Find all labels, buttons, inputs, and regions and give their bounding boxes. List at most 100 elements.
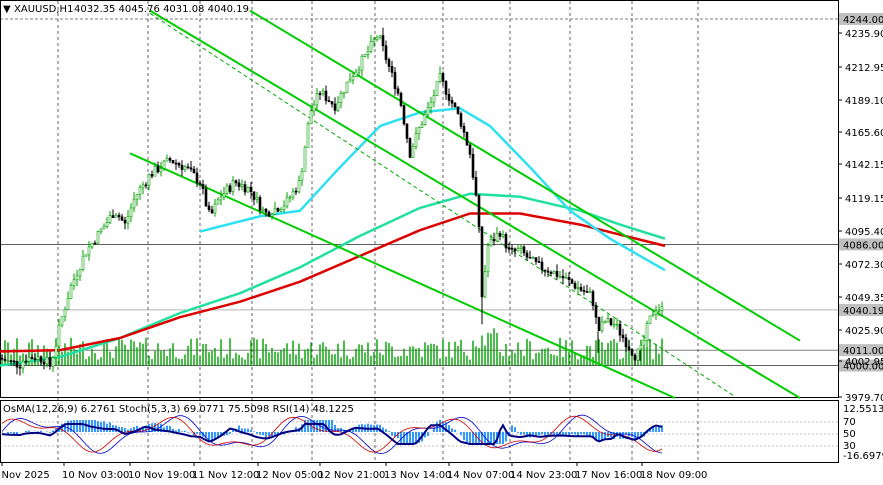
candle-body [372,39,376,42]
candle-body [303,147,307,172]
channel-line [149,9,801,399]
candle-body [165,158,169,162]
candle-body [630,349,634,356]
candle-body [369,41,373,52]
candle-body [432,95,436,103]
candle-body [438,73,442,82]
candle-body [177,162,181,166]
price-tick-label: 4189.10 [845,96,883,107]
candle-body [384,45,388,60]
candle-body [318,93,322,95]
candle-body [417,127,421,134]
candle-body [531,257,535,259]
candle-body [117,214,121,218]
candle-body [138,187,142,195]
candle-body [627,346,631,350]
candle-body [0,357,4,360]
stoch-main-line [1,414,663,454]
candle-body [498,233,502,237]
candles [0,27,664,376]
candle-body [399,92,403,106]
candle-body [294,190,298,193]
candle-body [441,73,445,82]
candle-body [486,245,490,272]
candle-body [474,177,478,196]
candle-body [426,107,430,115]
candle-body [285,196,289,207]
candle-body [447,94,451,101]
price-tick-label: 4095.40 [845,227,883,238]
candle-body [267,211,271,217]
candle-body [180,164,184,170]
candle-body [423,114,427,125]
candle-body [615,323,619,326]
candle-body [576,287,580,289]
candle-body [30,356,34,359]
candle-body [468,144,472,155]
candle-body [348,79,352,83]
candle-body [510,247,514,250]
candle-body [489,239,493,247]
candle-body [501,234,505,237]
candle-body [480,226,484,298]
candle-body [456,106,460,114]
candle-body [633,354,637,361]
price-level-badge [839,238,883,251]
candle-body [609,318,613,325]
channel-line [249,9,801,342]
candle-body [195,172,199,184]
candle-body [246,186,250,193]
time-tick-label: 12 Nov 21:00 [318,470,385,481]
candle-body [513,248,517,252]
candle-body [642,340,646,346]
candle-body [249,186,253,193]
candle-body [162,160,166,169]
candle-body [12,360,16,363]
price-tick-label: 4165.60 [845,128,883,139]
candle-body [378,35,382,38]
candle-body [312,104,316,112]
price-tick-label: 4049.35 [845,293,883,304]
candle-body [402,105,406,125]
price-tick-label: 3979.70 [845,393,883,404]
candle-body [99,228,103,232]
candle-body [261,208,265,211]
price-level-badge [839,344,883,357]
grid [57,1,699,462]
main-panel-frame [0,0,839,398]
oscillators [0,414,838,454]
candle-body [612,323,616,326]
candle-body [324,90,328,101]
candle-body [342,92,346,94]
candle-body [153,165,157,177]
candle-body [45,357,49,365]
candle-body [534,257,538,262]
price-tick-label: 4212.95 [845,63,883,74]
candle-body [354,71,358,77]
time-tick-label: 12 Nov 05:00 [256,470,323,481]
candle-body [123,219,127,224]
candle-body [237,182,241,187]
price-level-label: 4086.00 [843,240,883,251]
candle-body [588,291,592,293]
candle-body [621,334,625,339]
candle-body [420,124,424,128]
ma-fast-line [199,107,666,272]
candle-body [147,174,151,186]
candle-body [306,123,310,148]
candle-body [168,158,172,161]
candle-body [273,208,277,215]
candle-body [198,182,202,185]
price-tick-label: 4072.30 [845,260,883,271]
candle-body [639,344,643,350]
candle-body [549,271,553,274]
candle-body [381,35,385,47]
candle-body [657,309,661,312]
time-tick-label: 18 Nov 09:00 [640,470,707,481]
candle-body [507,247,511,250]
candle-body [591,291,595,306]
price-level-label: 4244.00 [843,15,883,26]
candle-body [156,165,160,173]
